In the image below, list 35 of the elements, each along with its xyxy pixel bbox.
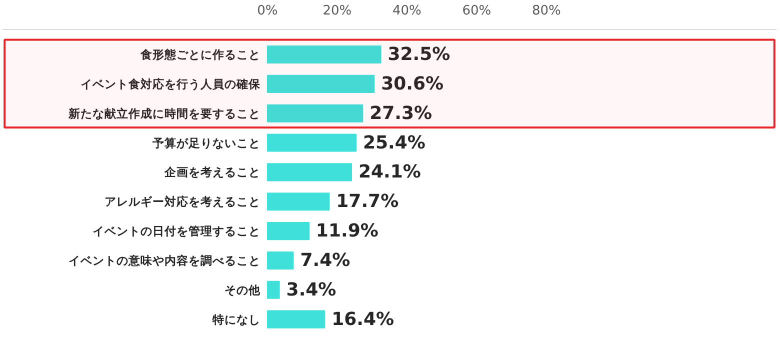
x-tick-label: 20% bbox=[322, 4, 352, 18]
x-tick-label: 60% bbox=[462, 4, 492, 18]
data-label: 25.4% bbox=[363, 132, 426, 154]
y-tick-label: その他 bbox=[224, 282, 262, 297]
y-tick-label: 新たな献立作成に時間を要すること bbox=[68, 106, 260, 120]
data-label: 16.4% bbox=[332, 308, 394, 330]
y-tick-label: 食形態ごとに作ること bbox=[140, 48, 260, 62]
data-label: 27.3% bbox=[370, 102, 432, 124]
x-tick-label: 0% bbox=[257, 4, 278, 18]
bar bbox=[266, 163, 352, 182]
data-label: 11.9% bbox=[316, 220, 378, 242]
x-tick-label: 80% bbox=[532, 4, 561, 18]
y-tick-label: 企画を考えること bbox=[164, 165, 260, 180]
bar bbox=[266, 222, 310, 240]
bar bbox=[266, 104, 364, 122]
bar bbox=[266, 45, 382, 64]
bar bbox=[266, 134, 357, 152]
data-label: 30.6% bbox=[381, 73, 444, 94]
bar bbox=[266, 192, 330, 211]
x-tick-label: 40% bbox=[392, 4, 422, 18]
data-label: 24.1% bbox=[358, 162, 421, 183]
y-tick-label: 特になし bbox=[212, 312, 260, 326]
y-tick-label: イベントの意味や内容を調べること bbox=[68, 253, 260, 268]
data-label: 17.7% bbox=[336, 191, 399, 212]
bar bbox=[266, 280, 280, 299]
bar bbox=[266, 310, 326, 328]
y-tick-label: アレルギー対応を考えること bbox=[104, 194, 260, 209]
data-label: 32.5% bbox=[388, 44, 450, 66]
y-tick-label: 予算が足りないこと bbox=[152, 136, 260, 150]
bar bbox=[266, 74, 375, 93]
data-label: 3.4% bbox=[286, 279, 336, 300]
y-tick-label: イベントの日付を管理すること bbox=[92, 224, 260, 238]
y-tick-label: イベント食対応を行う人員の確保 bbox=[80, 76, 262, 91]
bar bbox=[266, 251, 294, 270]
data-label: 7.4% bbox=[300, 250, 350, 271]
